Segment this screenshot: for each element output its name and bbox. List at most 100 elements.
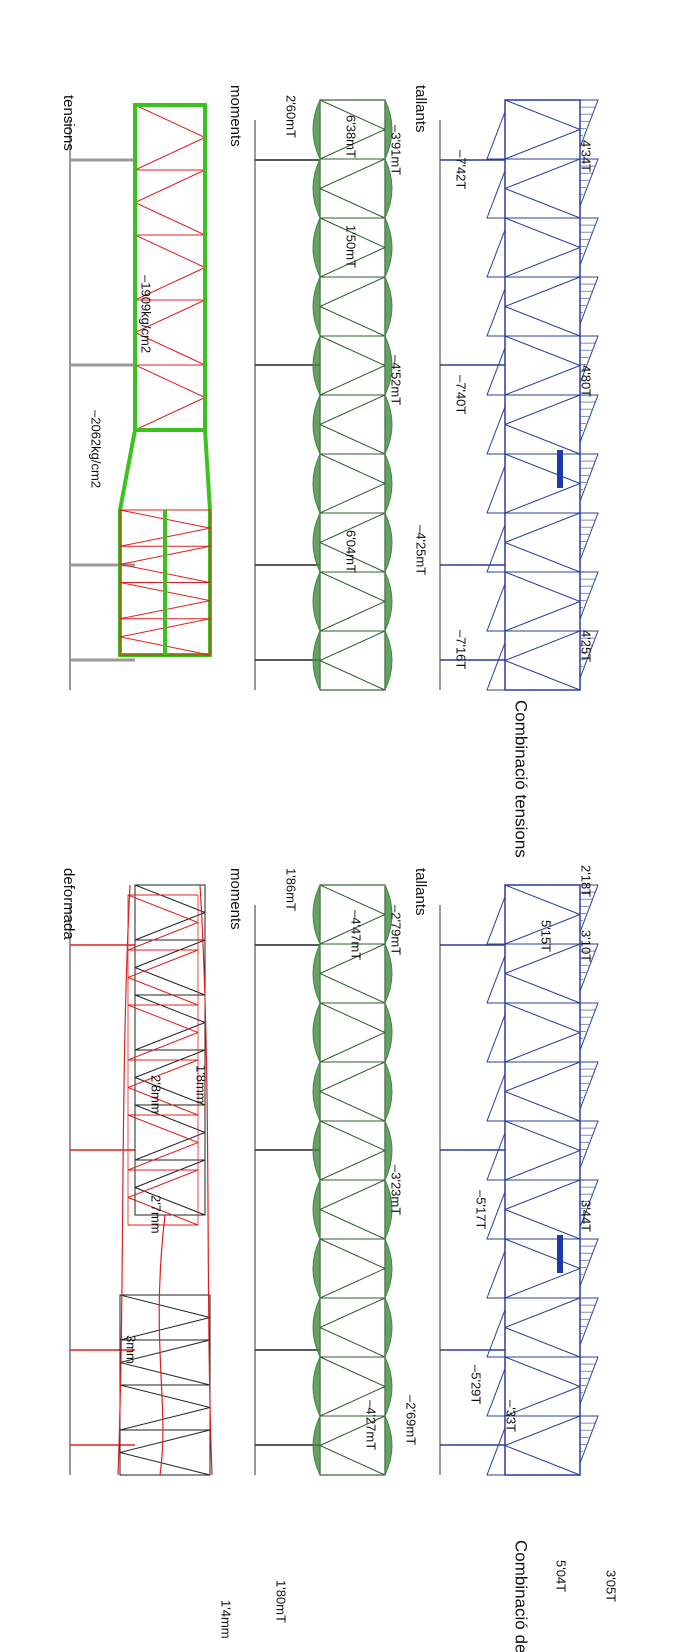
annotation: 1'50mT <box>344 225 359 268</box>
member <box>505 159 580 189</box>
panel-title: Combinació deformació <box>512 1540 531 1652</box>
annotation: 3mm <box>124 1335 139 1364</box>
annotation: –4'25mT <box>414 525 429 575</box>
annotation: 1'86mT <box>284 868 299 911</box>
shear-diagram <box>487 289 505 336</box>
member <box>320 277 385 307</box>
moment-diagram <box>385 1298 392 1357</box>
moment-diagram <box>385 454 392 513</box>
member <box>505 1062 580 1092</box>
member <box>320 631 385 661</box>
shear-diagram <box>487 1251 505 1298</box>
member <box>120 1295 210 1318</box>
member <box>320 307 385 337</box>
member <box>505 1003 580 1033</box>
member <box>505 974 580 1004</box>
member <box>505 543 580 573</box>
member <box>505 218 580 248</box>
member <box>128 895 198 923</box>
member <box>505 277 580 307</box>
moment-diagram <box>313 100 320 159</box>
diagram: Combinació tensionstallantsmomentstensio… <box>0 0 675 1652</box>
member <box>135 170 205 203</box>
annotation: 3'05T <box>604 1570 619 1602</box>
shear-diagram <box>487 1369 505 1416</box>
moment-diagram <box>313 1003 320 1062</box>
member <box>135 138 205 171</box>
section-label: tensions <box>60 95 77 151</box>
panel-title: Combinació tensions <box>512 700 531 858</box>
annotation: –5'29T <box>469 1365 484 1404</box>
load-mark <box>557 1235 563 1273</box>
member <box>320 974 385 1004</box>
member <box>128 1170 198 1198</box>
member <box>505 1269 580 1299</box>
annotation: –5'17T <box>474 1190 489 1229</box>
annotation: –7'16T <box>454 630 469 669</box>
member <box>505 484 580 514</box>
member <box>128 1115 198 1143</box>
moment-diagram <box>313 1239 320 1298</box>
moment-diagram <box>313 944 320 1003</box>
member <box>320 454 385 484</box>
annotation: –4'47mT <box>349 910 364 960</box>
annotation: 5'04T <box>554 1560 569 1592</box>
moment-diagram <box>385 1357 392 1416</box>
member <box>320 572 385 602</box>
annotation: –2062kg/cm2 <box>89 410 104 488</box>
member <box>505 366 580 396</box>
member <box>320 1210 385 1240</box>
moment-diagram <box>313 159 320 218</box>
member <box>505 248 580 278</box>
member <box>320 602 385 632</box>
member <box>135 105 205 138</box>
annotation: 2'7mm <box>149 1195 164 1234</box>
annotation: –4'52mT <box>389 355 404 405</box>
annotation: –1909kg/cm2 <box>139 275 154 353</box>
moment-diagram <box>385 218 392 277</box>
moment-diagram <box>385 631 392 690</box>
member <box>128 978 198 1006</box>
annotation: 1'80mT <box>274 1580 289 1623</box>
member <box>135 365 205 398</box>
moment-diagram <box>313 218 320 277</box>
member <box>135 913 205 941</box>
member <box>135 940 205 968</box>
member <box>320 159 385 189</box>
moment-diagram <box>313 1298 320 1357</box>
member <box>128 1143 198 1171</box>
moment-diagram <box>313 1062 320 1121</box>
member <box>505 425 580 455</box>
moment-diagram <box>313 572 320 631</box>
shear-diagram <box>487 1074 505 1121</box>
moment-diagram <box>313 631 320 690</box>
member <box>135 885 205 913</box>
moment-diagram <box>385 277 392 336</box>
member <box>128 1033 198 1061</box>
section-label: deformada <box>60 868 77 940</box>
moment-diagram <box>313 513 320 572</box>
member <box>120 1453 210 1476</box>
member <box>135 1133 205 1161</box>
member <box>505 130 580 160</box>
member <box>135 1023 205 1051</box>
annotation: 4'34T <box>579 140 594 172</box>
member <box>320 1151 385 1181</box>
member <box>505 1298 580 1328</box>
moment-diagram <box>313 336 320 395</box>
member <box>505 572 580 602</box>
member <box>320 1003 385 1033</box>
moment-diagram <box>313 1121 320 1180</box>
member <box>128 1005 198 1033</box>
member <box>505 1033 580 1063</box>
annotation: 3'10T <box>579 930 594 962</box>
member <box>135 995 205 1023</box>
section-label: moments <box>227 868 244 930</box>
member <box>505 454 580 484</box>
member <box>135 398 205 431</box>
member <box>505 885 580 915</box>
member <box>505 1121 580 1151</box>
member <box>120 1385 210 1408</box>
member <box>505 661 580 691</box>
member <box>320 1357 385 1387</box>
